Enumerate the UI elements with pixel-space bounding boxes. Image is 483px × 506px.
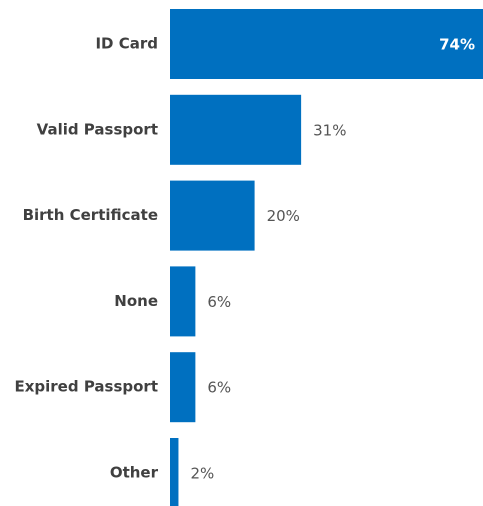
value-label: 20% <box>267 207 300 225</box>
category-label: Expired Passport <box>14 378 158 396</box>
value-label: 2% <box>190 465 214 483</box>
category-label: ID Card <box>95 35 158 53</box>
category-label: Birth Certificate <box>23 206 158 224</box>
value-label: 74% <box>439 36 475 54</box>
value-label: 31% <box>313 121 346 139</box>
bar <box>170 438 179 506</box>
value-label: 6% <box>207 293 231 311</box>
bar <box>170 352 196 423</box>
bar <box>170 9 483 79</box>
category-label: Other <box>110 464 159 482</box>
category-label: None <box>114 292 158 310</box>
category-label: Valid Passport <box>37 120 158 138</box>
bar <box>170 94 302 165</box>
value-label: 6% <box>207 379 231 397</box>
bar <box>170 180 255 251</box>
bar <box>170 266 196 337</box>
